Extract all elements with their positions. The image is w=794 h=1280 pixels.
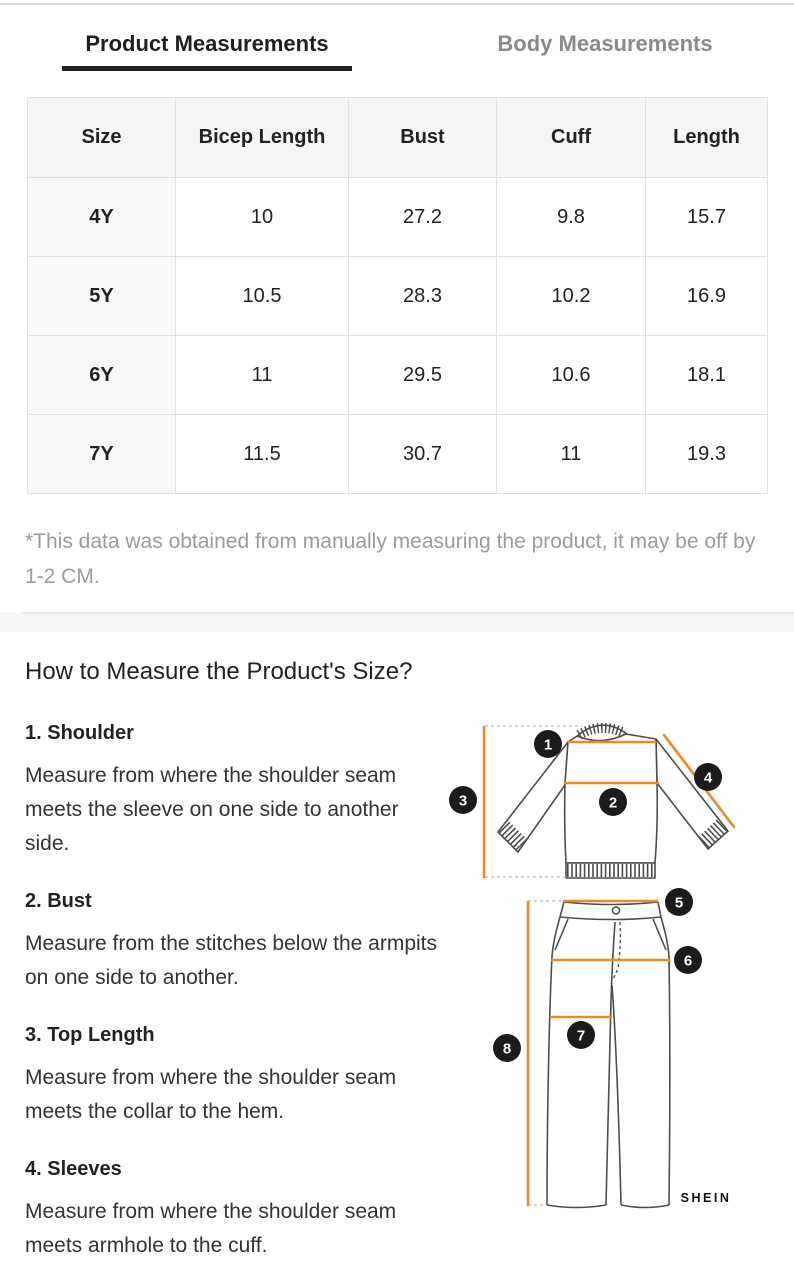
- instruction-shoulder: 1. Shoulder Measure from where the shoul…: [25, 722, 455, 861]
- size-measurement-table: Size Bicep Length Bust Cuff Length 4Y 10…: [27, 97, 768, 494]
- table-row-4y: 4Y 10 27.2 9.8 15.7: [27, 177, 768, 257]
- header-length: Length: [645, 97, 768, 178]
- value-cell: 27.2: [348, 177, 497, 257]
- value-cell: 9.8: [496, 177, 646, 257]
- pants-left-hem: [546, 1204, 607, 1209]
- value-cell: 30.7: [348, 414, 497, 494]
- table-row-5y: 5Y 10.5 28.3 10.2 16.9: [27, 256, 768, 336]
- instruction-sleeves: 4. Sleeves Measure from where the should…: [25, 1158, 455, 1263]
- instruction-text: Measure from the stitches below the armp…: [25, 932, 438, 989]
- pants-outline: [546, 901, 671, 1209]
- value-cell: 10.2: [496, 256, 646, 336]
- header-size: Size: [27, 97, 176, 178]
- value-cell: 18.1: [645, 335, 768, 415]
- size-cell: 5Y: [27, 256, 176, 336]
- instruction-text: Measure from where the shoulder seam mee…: [25, 1066, 397, 1123]
- marker-3: 3: [449, 786, 477, 814]
- value-cell: 11: [496, 414, 646, 494]
- value-cell: 10.5: [175, 256, 349, 336]
- header-bicep-length: Bicep Length: [175, 97, 349, 178]
- pants-right-pocket: [652, 918, 667, 951]
- measurement-disclaimer: *This data was obtained from manually me…: [25, 530, 756, 588]
- instruction-label: 4. Sleeves: [25, 1158, 122, 1180]
- header-cuff: Cuff: [496, 97, 646, 178]
- value-cell: 10.6: [496, 335, 646, 415]
- marker-2: 2: [599, 788, 627, 816]
- measurement-tabs: Product Measurements Body Measurements: [0, 31, 794, 71]
- svg-text:7: 7: [577, 1028, 585, 1045]
- marker-7: 7: [567, 1021, 595, 1049]
- svg-text:5: 5: [675, 895, 683, 912]
- pants-fly-stitch: [612, 921, 622, 980]
- instructions-column: 1. Shoulder Measure from where the shoul…: [25, 722, 455, 1263]
- how-to-measure-section: How to Measure the Product's Size? 1. Sh…: [0, 632, 794, 1280]
- marker-6: 6: [674, 946, 702, 974]
- active-tab-underline: [62, 66, 352, 71]
- tab-product-measurements[interactable]: Product Measurements: [62, 31, 352, 71]
- shein-logo: SHEIN: [681, 1191, 732, 1205]
- table-row-7y: 7Y 11.5 30.7 11 19.3: [27, 414, 768, 494]
- pants-left-pocket: [554, 918, 569, 951]
- svg-text:1: 1: [544, 737, 552, 754]
- value-cell: 10: [175, 177, 349, 257]
- table-row-6y: 6Y 11 29.5 10.6 18.1: [27, 335, 768, 415]
- value-cell: 19.3: [645, 414, 768, 494]
- guide-dashed-lines: [485, 725, 582, 878]
- value-cell: 11.5: [175, 414, 349, 494]
- value-cell: 28.3: [348, 256, 497, 336]
- instruction-label: 3. Top Length: [25, 1024, 155, 1046]
- header-bust: Bust: [348, 97, 497, 178]
- svg-text:3: 3: [459, 793, 467, 810]
- size-cell: 4Y: [27, 177, 176, 257]
- size-cell: 6Y: [27, 335, 176, 415]
- marker-1: 1: [534, 730, 562, 758]
- pants-center-seam: [605, 921, 616, 1206]
- value-cell: 29.5: [348, 335, 497, 415]
- sweater-ribbing: [498, 723, 728, 877]
- pants-measurement-diagram: 5 6 7 8 SHEIN: [493, 888, 732, 1209]
- instruction-top-length: 3. Top Length Measure from where the sho…: [25, 1024, 455, 1129]
- pants-button: [611, 906, 621, 915]
- value-cell: 15.7: [645, 177, 768, 257]
- pants-right-inner-seam: [611, 984, 622, 1206]
- marker-4: 4: [694, 763, 722, 791]
- table-header-row: Size Bicep Length Bust Cuff Length: [27, 97, 768, 178]
- guide-dashed-lines: [528, 900, 563, 1206]
- pants-right-outer-seam: [660, 916, 671, 1206]
- pants-right-hem: [620, 1204, 670, 1209]
- value-cell: 16.9: [645, 256, 768, 336]
- instruction-text: Measure from where the shoulder seam mee…: [25, 1200, 397, 1257]
- marker-8: 8: [493, 1034, 521, 1062]
- instruction-text: Measure from where the shoulder seam mee…: [25, 764, 399, 855]
- section-divider-band: [0, 612, 794, 632]
- pants-waistband-bottom: [559, 916, 662, 921]
- instruction-label: 1. Shoulder: [25, 722, 134, 744]
- svg-text:6: 6: [684, 953, 692, 970]
- svg-text:2: 2: [609, 795, 617, 812]
- tab-body-measurements[interactable]: Body Measurements: [455, 31, 755, 71]
- tab-body-label: Body Measurements: [497, 31, 713, 56]
- section-divider-line: [22, 612, 794, 614]
- svg-text:8: 8: [503, 1041, 511, 1058]
- sweater-measurement-diagram: 1 2 3 4: [449, 723, 736, 879]
- marker-5: 5: [665, 888, 693, 916]
- pants-waist-top: [563, 901, 659, 906]
- how-to-title: How to Measure the Product's Size?: [25, 658, 413, 685]
- tab-product-label: Product Measurements: [85, 31, 329, 56]
- value-cell: 11: [175, 335, 349, 415]
- top-divider: [0, 3, 794, 5]
- pants-left-outer-seam: [546, 916, 561, 1206]
- instruction-bust: 2. Bust Measure from the stitches below …: [25, 890, 455, 995]
- instruction-label: 2. Bust: [25, 890, 92, 912]
- size-cell: 7Y: [27, 414, 176, 494]
- svg-text:4: 4: [704, 770, 713, 787]
